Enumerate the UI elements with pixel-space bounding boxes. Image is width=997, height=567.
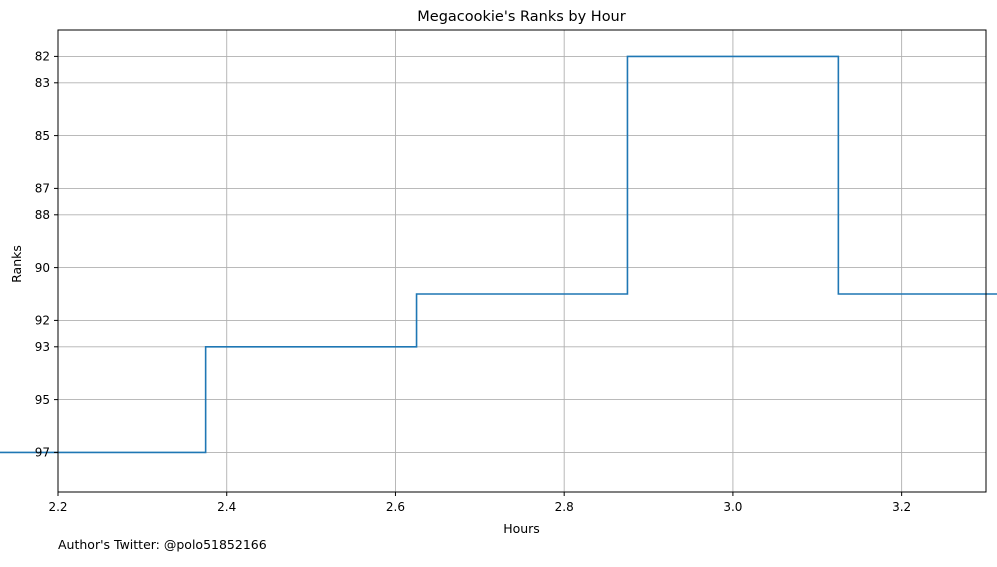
- plot-frame: [57, 29, 987, 493]
- x-tick-label: 3.0: [723, 500, 742, 514]
- y-axis-ticks: 82 83 85 87 88 90 92 93 95 97: [35, 50, 58, 460]
- x-tick-label: 3.2: [892, 500, 911, 514]
- x-tick-label: 2.4: [217, 500, 236, 514]
- chart-title: Megacookie's Ranks by Hour: [417, 9, 625, 25]
- y-tick-label: 88: [35, 208, 50, 222]
- y-tick-label: 92: [35, 314, 50, 328]
- y-tick-label: 95: [35, 393, 50, 407]
- y-axis-label: Ranks: [9, 245, 24, 283]
- y-tick-label: 87: [35, 182, 50, 196]
- x-tick-label: 2.8: [555, 500, 574, 514]
- author-twitter-note: Author's Twitter: @polo51852166: [58, 537, 267, 552]
- series-layer: [0, 55, 997, 454]
- y-tick-label: 93: [35, 340, 50, 354]
- y-tick-label: 82: [35, 50, 50, 64]
- y-tick-label: 83: [35, 76, 50, 90]
- x-tick-label: 2.6: [386, 500, 405, 514]
- grid: [57, 30, 986, 492]
- x-axis-ticks: 2.2 2.4 2.6 2.8 3.0 3.2: [48, 492, 911, 514]
- x-tick-label: 2.2: [48, 500, 67, 514]
- y-tick-label: 97: [35, 446, 50, 460]
- y-tick-label: 90: [35, 261, 50, 275]
- y-tick-label: 85: [35, 129, 50, 143]
- x-axis-label: Hours: [503, 521, 540, 536]
- rank-step-line: [0, 55, 997, 454]
